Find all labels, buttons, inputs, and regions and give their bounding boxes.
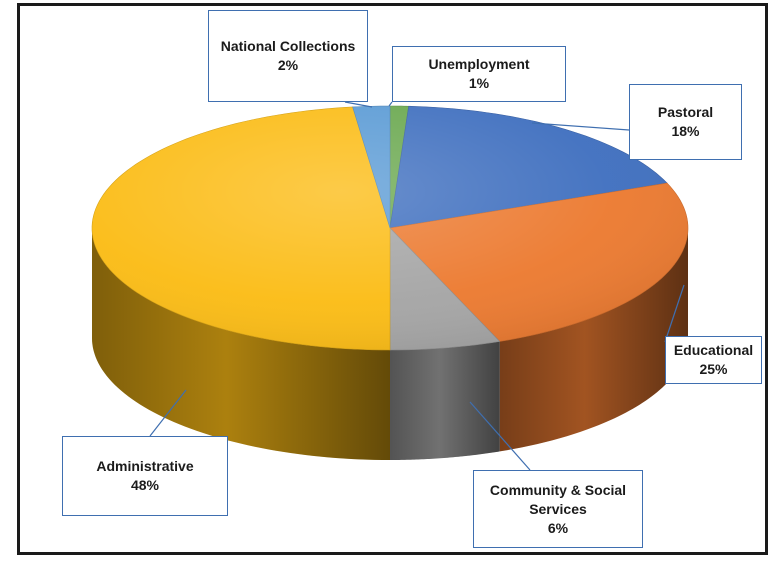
pie-sides [92,228,688,460]
pie-side-shade-community-social-services [390,341,500,460]
label-unemployment-pct: 1% [468,75,490,91]
label-community-name-line1: Community & Social [489,481,627,498]
pie-top-sheen [92,106,688,350]
label-unemployment-name: Unemployment [428,56,530,72]
leader-line-national-collections [344,101,373,108]
label-pastoral-name: Pastoral [657,104,714,120]
label-administrative-name: Administrative [96,458,194,474]
leader-line-pastoral [531,122,630,131]
label-educational: Educational 25% [665,336,762,384]
label-administrative-pct: 48% [130,477,160,493]
label-educational-pct: 25% [699,361,728,377]
pie-side-shade-administrative [92,228,390,460]
label-educational-name: Educational [673,342,754,358]
leader-line-administrative [149,389,187,437]
label-administrative: Administrative 48% [62,436,228,516]
label-community-name-line2: Services [529,500,587,517]
label-pastoral: Pastoral 18% [629,84,742,160]
leader-line-educational [664,284,685,343]
label-unemployment: Unemployment 1% [392,46,566,102]
leader-lines [149,101,685,471]
leader-line-community-social-services [469,401,531,471]
label-community-social-services: Community & Social Services 6% [473,470,643,548]
label-national-collections-name: National Collections [220,38,356,54]
label-national-collections-pct: 2% [277,57,299,73]
label-community-pct: 6% [547,519,569,536]
label-pastoral-pct: 18% [671,123,700,139]
label-national-collections: National Collections 2% [208,10,368,102]
pie-top [91,105,689,351]
leader-line-unemployment [388,101,393,107]
pie-side-shade-educational [499,228,688,452]
